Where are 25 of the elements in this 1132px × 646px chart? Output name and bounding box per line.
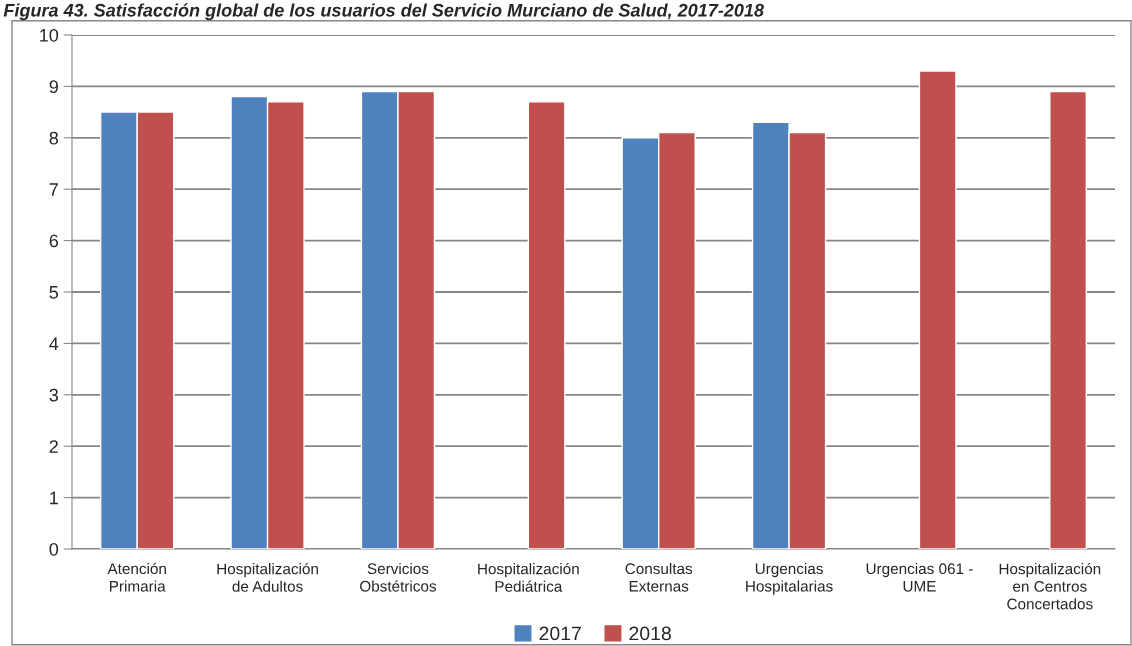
legend-label: 2018 <box>629 626 671 641</box>
y-tick-label: 9 <box>49 80 58 94</box>
x-tick-label: Urgencias Hospitalarias <box>746 562 833 595</box>
y-tick-label: 5 <box>49 286 59 299</box>
y-tick-label: 6 <box>49 234 59 248</box>
x-tick-label: Hospitalización Pediátrica <box>478 562 579 592</box>
x-tick-label: Hospitalización en Centros Concertados <box>999 562 1101 610</box>
y-tick-label: 1 <box>50 491 58 505</box>
bar <box>918 70 957 549</box>
x-tick-label: Hospitalización de Adultos <box>217 562 318 592</box>
y-tick-label: 0 <box>49 542 59 556</box>
y-tick-label: 8 <box>49 131 59 145</box>
x-tick-label: Atención Primaria <box>107 562 166 592</box>
y-tick-label: 10 <box>40 28 59 42</box>
y-tick-label: 7 <box>49 183 58 196</box>
y-tick-label: 4 <box>49 337 59 350</box>
y-tick-label: 3 <box>49 388 59 402</box>
chart-title: Figura 43. Satisfacción global de los usuarios del Servicio Murciano de Salud, 2017-2018 <box>3 3 764 21</box>
x-tick-label: Urgencias 061 - UME <box>866 562 973 592</box>
x-tick-label: Servicios Obstétricos <box>360 562 437 592</box>
bar <box>1049 90 1088 549</box>
legend-label: 2017 <box>539 626 581 641</box>
x-tick-label: Consultas Externas <box>625 562 693 592</box>
bar <box>527 101 566 549</box>
y-tick-label: 2 <box>49 440 58 453</box>
